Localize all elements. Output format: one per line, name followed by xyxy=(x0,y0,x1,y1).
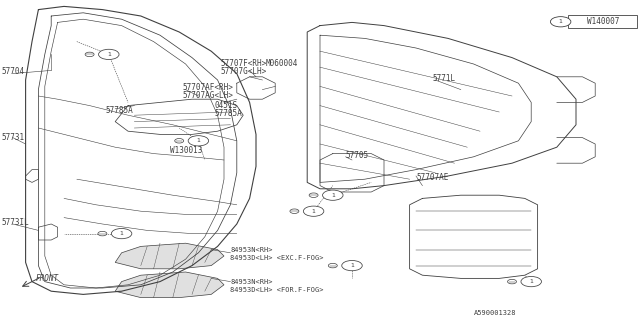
Text: 1: 1 xyxy=(107,52,111,57)
Circle shape xyxy=(111,228,132,239)
Text: 1: 1 xyxy=(559,19,563,24)
FancyBboxPatch shape xyxy=(568,15,637,28)
Text: 57785A: 57785A xyxy=(214,109,242,118)
Text: 84953N<RH>: 84953N<RH> xyxy=(230,279,273,284)
Text: 57707AG<LH>: 57707AG<LH> xyxy=(182,92,233,100)
Text: 1: 1 xyxy=(120,231,124,236)
Text: 57707AF<RH>: 57707AF<RH> xyxy=(182,84,233,92)
Text: 1: 1 xyxy=(350,263,354,268)
Text: 57785A: 57785A xyxy=(106,106,133,115)
Circle shape xyxy=(309,193,318,197)
Text: 57707G<LH>: 57707G<LH> xyxy=(221,68,267,76)
Circle shape xyxy=(508,279,516,284)
Text: W130013: W130013 xyxy=(170,146,202,155)
Circle shape xyxy=(303,206,324,216)
Circle shape xyxy=(550,17,571,27)
Text: 84953D<LH> <FOR.F-FOG>: 84953D<LH> <FOR.F-FOG> xyxy=(230,287,324,292)
Polygon shape xyxy=(115,243,224,269)
Text: 1: 1 xyxy=(529,279,533,284)
Text: 57704: 57704 xyxy=(1,68,24,76)
Text: 57707F<RH>: 57707F<RH> xyxy=(221,60,267,68)
Polygon shape xyxy=(115,272,224,298)
Circle shape xyxy=(98,231,107,236)
Circle shape xyxy=(342,260,362,271)
Text: 1: 1 xyxy=(312,209,316,214)
Text: 1: 1 xyxy=(331,193,335,198)
Text: 5771L: 5771L xyxy=(432,74,455,83)
Text: A590001328: A590001328 xyxy=(474,310,516,316)
Text: M060004: M060004 xyxy=(266,60,298,68)
Circle shape xyxy=(328,263,337,268)
Circle shape xyxy=(188,136,209,146)
Text: 0451S: 0451S xyxy=(214,101,237,110)
Text: 57731: 57731 xyxy=(1,133,24,142)
Text: FRONT: FRONT xyxy=(35,274,58,283)
Text: 84953N<RH>: 84953N<RH> xyxy=(230,247,273,252)
Circle shape xyxy=(290,209,299,213)
Text: 57705: 57705 xyxy=(346,151,369,160)
Text: 1: 1 xyxy=(196,138,200,143)
Text: W140007: W140007 xyxy=(587,17,619,26)
Circle shape xyxy=(99,49,119,60)
Circle shape xyxy=(175,139,184,143)
Circle shape xyxy=(323,190,343,200)
Text: 5773IL: 5773IL xyxy=(1,218,29,227)
Circle shape xyxy=(521,276,541,287)
Text: 57707AE: 57707AE xyxy=(416,173,449,182)
Text: 84953D<LH> <EXC.F-FOG>: 84953D<LH> <EXC.F-FOG> xyxy=(230,255,324,260)
Circle shape xyxy=(85,52,94,57)
